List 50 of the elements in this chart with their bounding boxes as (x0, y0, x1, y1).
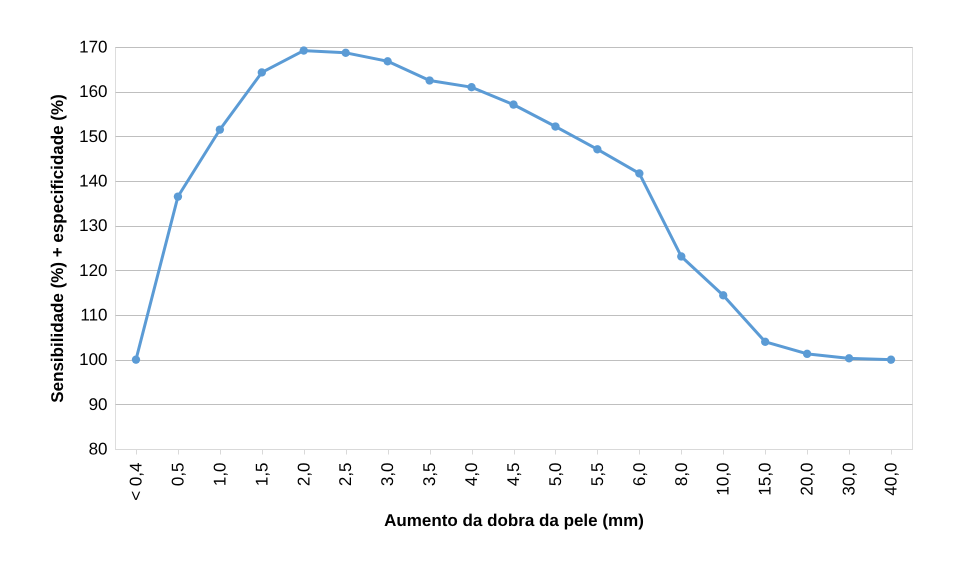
x-tick-label: 30,0 (840, 462, 859, 496)
point (383, 57, 392, 66)
point (342, 48, 350, 57)
x-tick-label: 6,0 (630, 462, 649, 486)
point (509, 100, 518, 109)
y-tick-label: 170 (79, 38, 108, 56)
y-tick-label: 80 (88, 440, 108, 458)
x-tick-label: 3,0 (378, 462, 398, 486)
x-tick-label: < 0,4 (126, 462, 146, 501)
point (258, 68, 266, 77)
y-tick-label: 130 (79, 216, 108, 236)
y-tick-label: 140 (79, 172, 108, 190)
point (132, 355, 140, 364)
x-tick-label: 4,5 (504, 462, 523, 486)
x-tick-label: 5,0 (546, 462, 565, 486)
x-tick-label: 1,5 (252, 462, 272, 486)
y-tick-label: 110 (80, 306, 108, 324)
point (174, 192, 182, 201)
y-tick-label: 150 (79, 126, 108, 146)
point (844, 354, 854, 362)
y-tick-label: 160 (79, 82, 108, 102)
point (719, 291, 728, 300)
y-axis-title: Sensibilidade (%) + especificidade (%) (48, 94, 68, 403)
point (802, 350, 812, 358)
x-tick-label: 20,0 (798, 462, 817, 496)
x-tick-label: 5,5 (588, 462, 607, 486)
point (216, 125, 224, 134)
point (761, 338, 770, 346)
x-tick-label: 4,0 (462, 462, 482, 486)
point (635, 169, 644, 178)
y-tick-label: 120 (79, 260, 108, 280)
point (551, 122, 560, 131)
x-tick-label: 0,5 (168, 462, 188, 486)
x-axis-title: Aumento da dobra da pele (mm) (384, 510, 644, 530)
x-tick-label: 3,5 (420, 462, 440, 486)
x-tick-label: 2,5 (336, 462, 356, 486)
x-tick-label: 1,0 (210, 462, 230, 486)
point (886, 355, 896, 364)
point (593, 145, 602, 154)
point (300, 46, 308, 55)
y-tick-label: 90 (88, 394, 108, 414)
x-tick-label: 2,0 (294, 462, 314, 486)
x-tick-label: 15,0 (756, 462, 775, 496)
x-tick-label: 8,0 (672, 462, 691, 486)
x-tick-label: 10,0 (714, 462, 733, 496)
x-tick-label: 40,0 (882, 462, 901, 496)
y-tick-label: 100 (79, 350, 108, 370)
point (425, 76, 434, 85)
point (677, 252, 686, 261)
point (467, 83, 476, 92)
